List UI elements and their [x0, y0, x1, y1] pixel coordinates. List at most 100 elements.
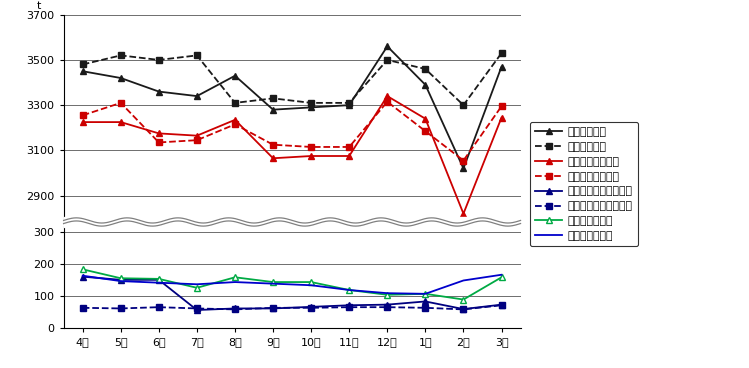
- 炒大ごみ４年度: [421, 291, 430, 296]
- 炒大ごみ３年度: [497, 273, 506, 277]
- 燃やさないごみ４年度: [306, 305, 315, 309]
- 燃やすごみ４年度: [459, 212, 468, 216]
- 炒大ごみ４年度: [306, 280, 315, 284]
- Line: 燃やすごみ４年度: 燃やすごみ４年度: [80, 93, 504, 216]
- 燃やさないごみ４年度: [231, 306, 240, 311]
- Y-axis label: t: t: [37, 1, 40, 11]
- 燃やさないごみ３年度: [231, 307, 240, 312]
- 炒大ごみ３年度: [154, 280, 163, 285]
- 燃やさないごみ４年度: [78, 275, 87, 279]
- 炒大ごみ４年度: [231, 275, 240, 280]
- 燃やさないごみ４年度: [421, 299, 430, 304]
- 燃やすごみ３年度: [231, 122, 240, 127]
- Line: 合計量４年度: 合計量４年度: [80, 43, 504, 171]
- 炒大ごみ３年度: [459, 278, 468, 283]
- 燃やすごみ４年度: [231, 118, 240, 122]
- 燃やすごみ３年度: [306, 145, 315, 149]
- 燃やさないごみ３年度: [269, 305, 278, 310]
- 燃やすごみ３年度: [269, 142, 278, 147]
- 炒大ごみ４年度: [192, 286, 201, 290]
- 燃やすごみ３年度: [116, 101, 125, 105]
- 合計量４年度: [421, 82, 430, 87]
- 合計量４年度: [78, 69, 87, 74]
- 燃やさないごみ４年度: [383, 302, 392, 307]
- 合計量３年度: [116, 53, 125, 58]
- 炒大ごみ４年度: [345, 288, 354, 292]
- 燃やすごみ４年度: [421, 117, 430, 121]
- 合計量３年度: [306, 101, 315, 105]
- 燃やすごみ３年度: [459, 158, 468, 163]
- 燃やさないごみ４年度: [116, 277, 125, 282]
- 燃やさないごみ３年度: [306, 305, 315, 310]
- 燃やすごみ３年度: [383, 99, 392, 104]
- 燃やさないごみ３年度: [497, 303, 506, 308]
- 合計量４年度: [192, 94, 201, 98]
- 燃やすごみ４年度: [345, 154, 354, 158]
- 炒大ごみ３年度: [116, 279, 125, 283]
- 合計量４年度: [459, 166, 468, 171]
- 燃やさないごみ３年度: [421, 305, 430, 310]
- 燃やさないごみ４年度: [192, 308, 201, 312]
- 燃やすごみ３年度: [421, 129, 430, 133]
- 燃やさないごみ４年度: [269, 306, 278, 311]
- 燃やすごみ３年度: [497, 104, 506, 109]
- 炒大ごみ４年度: [269, 280, 278, 284]
- Line: 燃やすごみ３年度: 燃やすごみ３年度: [80, 99, 504, 163]
- 合計量３年度: [231, 101, 240, 105]
- Line: 燃やさないごみ４年度: 燃やさないごみ４年度: [80, 274, 504, 313]
- 合計量３年度: [497, 51, 506, 55]
- Line: 合計量３年度: 合計量３年度: [80, 50, 504, 108]
- 燃やすごみ３年度: [154, 140, 163, 145]
- 燃やさないごみ３年度: [345, 305, 354, 309]
- 燃やすごみ４年度: [154, 131, 163, 135]
- 燃やさないごみ３年度: [78, 305, 87, 310]
- 合計量３年度: [192, 53, 201, 58]
- 合計量３年度: [421, 67, 430, 71]
- 燃やすごみ４年度: [269, 156, 278, 160]
- 炒大ごみ３年度: [231, 280, 240, 284]
- 炒大ごみ４年度: [78, 267, 87, 272]
- 燃やさないごみ３年度: [383, 305, 392, 309]
- 炒大ごみ４年度: [154, 277, 163, 281]
- 燃やさないごみ３年度: [459, 307, 468, 312]
- 合計量４年度: [231, 74, 240, 78]
- 合計量４年度: [383, 44, 392, 49]
- 燃やすごみ４年度: [383, 94, 392, 98]
- Line: 炒大ごみ３年度: 炒大ごみ３年度: [82, 275, 502, 294]
- 合計量４年度: [116, 76, 125, 80]
- 合計量４年度: [269, 107, 278, 112]
- 炒大ごみ４年度: [116, 276, 125, 280]
- 炒大ごみ４年度: [459, 297, 468, 302]
- 炒大ごみ３年度: [383, 291, 392, 296]
- 燃やすごみ４年度: [192, 134, 201, 138]
- Line: 炒大ごみ４年度: 炒大ごみ４年度: [80, 266, 504, 302]
- 合計量４年度: [154, 89, 163, 94]
- 燃やさないごみ４年度: [497, 302, 506, 307]
- Legend: 合計量４年度, 合計量３年度, 燃やすごみ４年度, 燃やすごみ３年度, 燃やさないごみ４年度, 燃やさないごみ３年度, 炒大ごみ４年度, 炒大ごみ３年度: 合計量４年度, 合計量３年度, 燃やすごみ４年度, 燃やすごみ３年度, 燃やさな…: [530, 121, 638, 247]
- 燃やすごみ４年度: [78, 120, 87, 124]
- 燃やすごみ４年度: [306, 154, 315, 158]
- 合計量４年度: [306, 105, 315, 110]
- 炒大ごみ３年度: [345, 288, 354, 292]
- 炒大ごみ３年度: [78, 273, 87, 278]
- 燃やさないごみ３年度: [192, 306, 201, 311]
- 合計量４年度: [497, 64, 506, 69]
- 合計量３年度: [154, 58, 163, 62]
- 燃やさないごみ４年度: [459, 307, 468, 311]
- 燃やすごみ３年度: [192, 138, 201, 142]
- 合計量３年度: [269, 96, 278, 100]
- 燃やさないごみ３年度: [116, 306, 125, 311]
- 炒大ごみ３年度: [421, 291, 430, 296]
- 炒大ごみ３年度: [269, 282, 278, 286]
- 炒大ごみ４年度: [383, 293, 392, 297]
- 燃やさないごみ４年度: [154, 277, 163, 282]
- 燃やすごみ３年度: [345, 145, 354, 149]
- 炒大ごみ４年度: [497, 275, 506, 280]
- 合計量３年度: [78, 62, 87, 67]
- 燃やすごみ３年度: [78, 113, 87, 117]
- 燃やすごみ４年度: [116, 120, 125, 124]
- 合計量４年度: [345, 103, 354, 107]
- 合計量３年度: [345, 101, 354, 105]
- 燃やすごみ４年度: [497, 115, 506, 120]
- 合計量３年度: [383, 58, 392, 62]
